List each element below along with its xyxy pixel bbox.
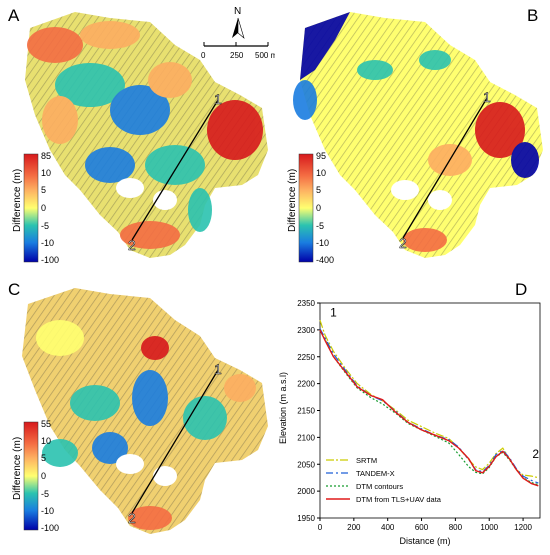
colorbar: [23, 153, 39, 263]
difference-map-b: 1 2 Difference (m) 95 10 5 0 -5 -10 -400: [287, 12, 543, 265]
colorbar-ticks: 55 10 5 0 -5 -10 -100: [41, 419, 59, 533]
scale-tick: 0: [201, 51, 206, 60]
colorbar: [298, 153, 314, 263]
colorbar-tick: 0: [316, 203, 321, 213]
x-tick-label: 600: [415, 523, 429, 532]
scale-tick: 500 m: [255, 51, 275, 60]
panel-letter: D: [515, 280, 528, 299]
colorbar-tick: -10: [41, 238, 54, 248]
panel-a: A 1 2 Difference (m) 85: [0, 0, 278, 272]
difference-map-c: 1 2 Difference (m) 55 10 5 0 -5 -10 -100: [12, 288, 268, 534]
colorbar-tick: 10: [41, 436, 51, 446]
x-tick-label: 800: [449, 523, 463, 532]
scale-bar: 0 250 500 m: [201, 42, 278, 60]
profile-line: [131, 369, 219, 514]
x-tick-label: 0: [318, 523, 323, 532]
panel-b: B 1 2 Difference (m) 95 10 5: [275, 0, 550, 272]
panel-letter: C: [8, 280, 21, 299]
difference-patches: [36, 320, 256, 530]
profile-end-label: 2: [128, 237, 136, 253]
series-line: [319, 329, 539, 486]
colorbar-tick: -10: [316, 238, 329, 248]
x-tick-label: 1200: [514, 523, 532, 532]
panel-letter: A: [8, 6, 20, 25]
profile-start-label: 1: [214, 361, 222, 377]
series-line: [319, 328, 539, 484]
y-tick-label: 2300: [297, 326, 315, 335]
colorbar-tick: -10: [41, 506, 54, 516]
colorbar-tick: 10: [316, 168, 326, 178]
difference-patches: [293, 12, 539, 252]
colorbar-tick: -5: [316, 221, 324, 231]
colorbar-tick: 5: [41, 453, 46, 463]
panel-letter: B: [527, 6, 539, 25]
colorbar-tick: 55: [41, 419, 51, 429]
scale-tick: 250: [230, 51, 244, 60]
no-data-gaps: [116, 178, 177, 210]
profile-end-label: 2: [399, 235, 407, 251]
colorbar-legend: Difference (m) 95 10 5 0 -5 -10 -400: [287, 151, 334, 265]
colorbar-tick: 95: [316, 151, 326, 161]
colorbar-title: Difference (m): [12, 437, 23, 500]
y-tick-label: 2050: [297, 460, 315, 469]
colorbar-tick: -5: [41, 221, 49, 231]
chart-legend: SRTM TANDEM-X DTM contours DTM from TLS+UAV…: [326, 456, 442, 504]
difference-patches: [27, 21, 263, 249]
colorbar-ticks: 95 10 5 0 -5 -10 -400: [316, 151, 334, 265]
plot-area: [319, 302, 541, 519]
legend-label: DTM from TLS+UAV data: [356, 495, 442, 504]
colorbar-tick: -100: [41, 255, 59, 265]
colorbar-legend: Difference (m) 85 10 5 0 -5 -10 -100: [12, 151, 59, 265]
elevation-profile-chart: 0 200 400 600 800 1000 1200 1950 2000 2050 2100 215…: [278, 299, 541, 546]
y-tick-label: 2150: [297, 407, 315, 416]
colorbar-tick: -5: [41, 489, 49, 499]
colorbar-tick: 85: [41, 151, 51, 161]
colorbar-title: Difference (m): [12, 169, 23, 232]
y-tick-label: 2000: [297, 487, 315, 496]
colorbar: [23, 421, 39, 531]
legend-label: SRTM: [356, 456, 377, 465]
no-data-gaps: [391, 180, 452, 210]
colorbar-legend: Difference (m) 55 10 5 0 -5 -10 -100: [12, 419, 59, 533]
colorbar-tick: -100: [41, 523, 59, 533]
y-tick-label: 2250: [297, 353, 315, 362]
legend-label: DTM contours: [356, 482, 403, 491]
colorbar-tick: 5: [41, 185, 46, 195]
x-tick-label: 1000: [480, 523, 498, 532]
y-tick-label: 2100: [297, 433, 315, 442]
difference-map-a: 1 2 Difference (m) 85 10 5 0 -5 -10 -100…: [12, 6, 278, 265]
profile-line: [131, 99, 219, 241]
profile-start-label: 1: [483, 89, 491, 105]
colorbar-tick: 0: [41, 203, 46, 213]
profile-point-label: 1: [330, 305, 337, 319]
no-data-gaps: [116, 454, 177, 486]
colorbar-tick: 0: [41, 471, 46, 481]
colorbar-ticks: 85 10 5 0 -5 -10 -100: [41, 151, 59, 265]
y-tick-label: 1950: [297, 514, 315, 523]
colorbar-tick: -400: [316, 255, 334, 265]
y-tick-label: 2350: [297, 299, 315, 308]
colorbar-title: Difference (m): [287, 169, 298, 232]
colorbar-tick: 5: [316, 185, 321, 195]
panel-c: C 1 2 Difference (m) 55 10: [0, 278, 275, 550]
x-tick-label: 200: [347, 523, 361, 532]
series-line: [319, 329, 539, 487]
x-axis-label: Distance (m): [399, 536, 450, 546]
profile-point-label: 2: [532, 447, 539, 461]
colorbar-tick: 10: [41, 168, 51, 178]
north-arrow: N: [232, 6, 245, 39]
x-tick-label: 400: [381, 523, 395, 532]
legend-label: TANDEM-X: [356, 469, 395, 478]
profile-line: [402, 97, 488, 239]
north-label: N: [234, 6, 241, 17]
y-axis-label: Elevation (m a.s.l): [278, 372, 288, 444]
profile-end-label: 2: [128, 510, 136, 526]
y-tick-label: 2200: [297, 380, 315, 389]
panel-d: D 0 200 400 600 800 1000 1200 1950 2000 2050 2100 2…: [275, 278, 550, 550]
profile-start-label: 1: [214, 91, 222, 107]
